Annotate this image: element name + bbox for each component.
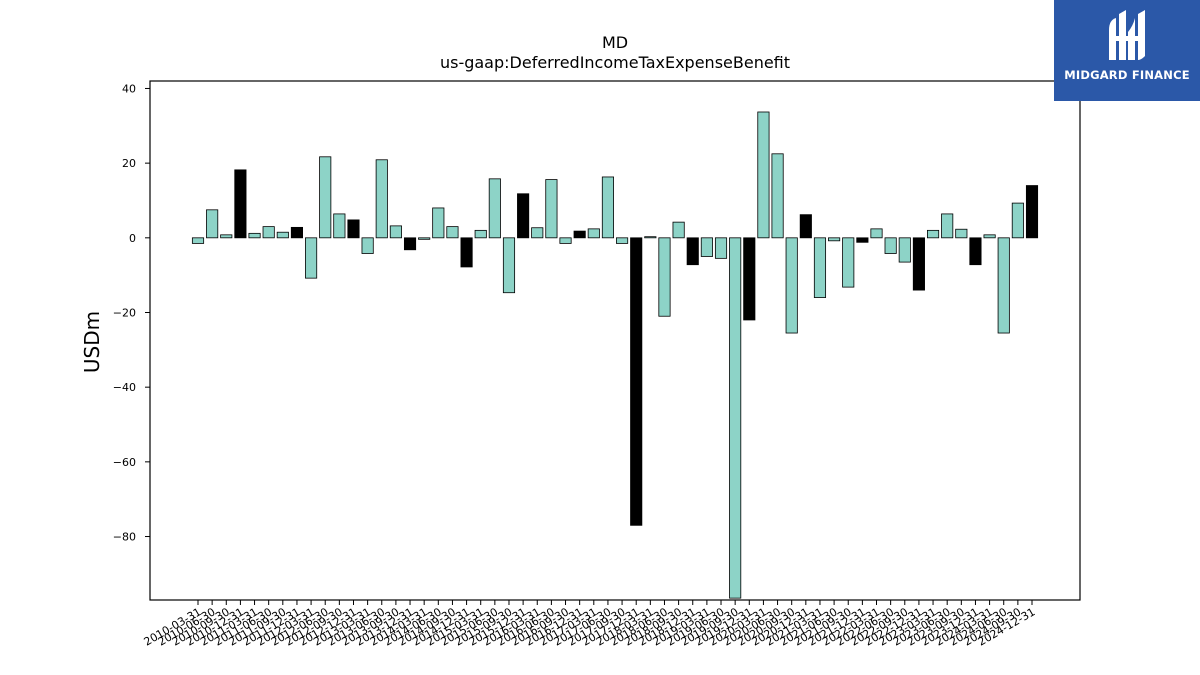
bar (488, 178, 501, 239)
bar (785, 237, 798, 334)
bar (573, 230, 586, 239)
bar (644, 236, 657, 239)
y-tick-label: −20 (113, 306, 136, 319)
bar (502, 237, 516, 294)
y-tick-label: 40 (122, 82, 136, 95)
bar (955, 228, 968, 239)
bar (432, 207, 445, 239)
bar (1011, 202, 1024, 239)
bar (969, 237, 982, 266)
bar (771, 153, 784, 239)
bar (361, 237, 374, 254)
bar (220, 234, 233, 239)
bar (813, 237, 827, 298)
bar (941, 213, 954, 239)
bar (601, 176, 614, 239)
bar (1025, 185, 1039, 239)
bar (672, 221, 685, 239)
bar (856, 237, 869, 243)
bar (545, 179, 558, 239)
bar (686, 237, 699, 266)
bar (234, 169, 247, 239)
bar (757, 111, 770, 239)
y-tick-label: 20 (122, 157, 136, 170)
bar (319, 156, 332, 239)
bar (799, 214, 812, 239)
bar (912, 237, 925, 291)
bar (347, 219, 360, 239)
bar (983, 234, 996, 239)
bar (206, 209, 219, 239)
logo-text: MIDGARD FINANCE (1064, 68, 1190, 82)
bar (884, 237, 897, 254)
y-tick-label: −40 (113, 381, 136, 394)
bar (870, 228, 883, 239)
bar (517, 193, 530, 239)
bar (262, 226, 275, 239)
bar (630, 237, 643, 526)
bar (403, 237, 417, 251)
bar (828, 237, 841, 242)
bar (375, 159, 388, 239)
bar (898, 237, 911, 263)
y-tick-label: −60 (113, 456, 136, 469)
bar (729, 237, 742, 599)
bar (658, 237, 671, 317)
bar (333, 213, 346, 239)
y-tick-label: −80 (113, 531, 136, 544)
bar (743, 237, 756, 321)
bar (700, 237, 713, 257)
bar (191, 237, 205, 244)
bar (389, 225, 402, 239)
bars-group (191, 111, 1039, 599)
bar (587, 228, 600, 239)
bar (305, 237, 318, 279)
y-axis-label: USDm (80, 311, 104, 373)
y-tick-label: 0 (129, 232, 136, 245)
bar (290, 226, 304, 239)
bar (474, 229, 487, 239)
bar (446, 226, 459, 239)
chart-title: MD (602, 33, 628, 52)
bar (842, 237, 855, 288)
bar (927, 229, 940, 239)
bar (997, 237, 1010, 334)
midgard-logo-icon (1109, 10, 1145, 60)
chart-subtitle: us-gaap:DeferredIncomeTaxExpenseBenefit (440, 53, 790, 72)
bar (248, 232, 261, 239)
brand-logo: MIDGARD FINANCE (1054, 0, 1200, 101)
bar (276, 231, 289, 239)
y-axis-ticks: 40 20 0 −20 −40 −60 −80 (113, 82, 150, 544)
bar (616, 237, 629, 244)
bar (714, 237, 728, 259)
bar (559, 237, 572, 244)
bar (418, 237, 431, 240)
bar (531, 227, 544, 239)
bar (460, 237, 473, 268)
x-axis-ticks: 2010-03-312010-06-302010-09-302010-12-31… (142, 600, 1038, 649)
plot-frame (149, 80, 1081, 601)
